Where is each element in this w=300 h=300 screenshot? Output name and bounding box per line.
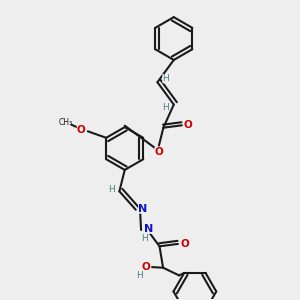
Text: H: H — [162, 74, 169, 83]
Text: H: H — [141, 234, 147, 243]
Text: N: N — [144, 224, 153, 234]
Text: O: O — [77, 125, 85, 135]
Text: O: O — [142, 262, 151, 272]
Text: H: H — [136, 271, 143, 280]
Text: H: H — [162, 103, 169, 112]
Text: O: O — [184, 120, 193, 130]
Text: CH₃: CH₃ — [59, 118, 73, 127]
Text: O: O — [154, 147, 163, 157]
Text: H: H — [108, 185, 114, 194]
Text: N: N — [138, 204, 148, 214]
Text: O: O — [180, 239, 189, 249]
